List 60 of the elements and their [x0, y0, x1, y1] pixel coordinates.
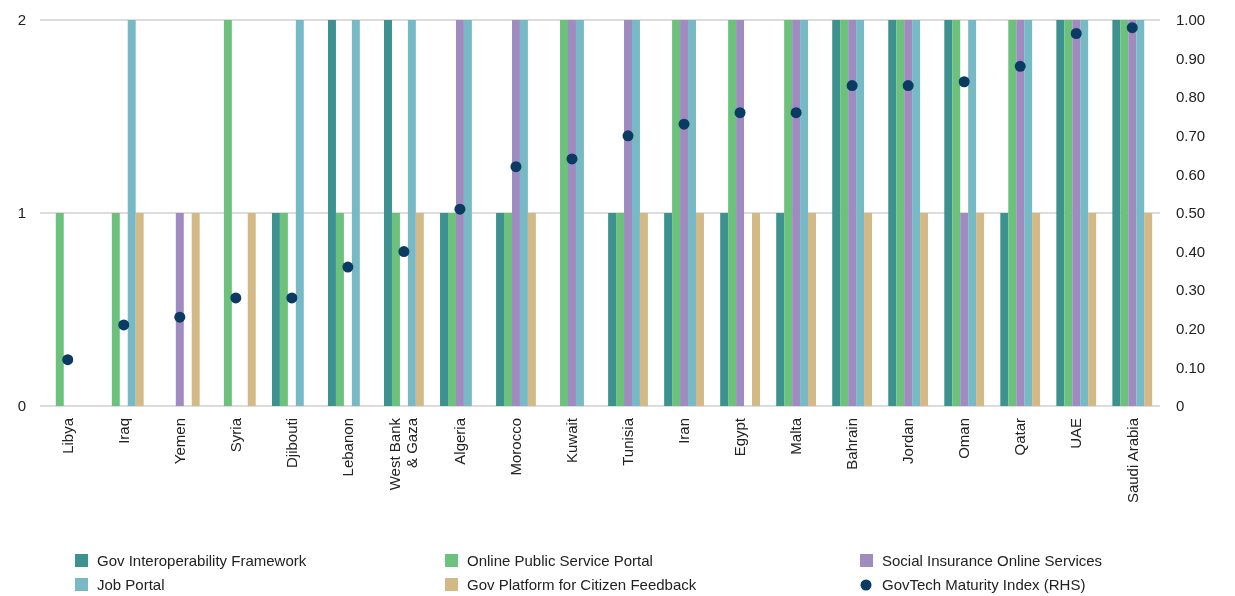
y2-tick-label: 0 — [1176, 397, 1185, 415]
x-tick-label: Jordan — [899, 418, 917, 464]
point — [734, 107, 746, 119]
y2-tick-label: 0.30 — [1176, 281, 1206, 299]
point — [566, 153, 578, 165]
point — [790, 107, 802, 119]
point — [1126, 22, 1138, 34]
y-tick-label: 1 — [17, 204, 27, 222]
x-tick-label: Kuwait — [563, 417, 581, 464]
point — [62, 354, 74, 366]
point — [342, 261, 354, 273]
y2-tick-label: 0.60 — [1176, 165, 1206, 183]
legend-label: Job Portal — [97, 576, 165, 594]
x-tick-label: Yemen — [171, 418, 189, 465]
point — [1014, 60, 1026, 72]
y2-tick-label: 0.50 — [1176, 204, 1206, 222]
x-tick-label: UAE — [1067, 418, 1085, 449]
x-tick-label: Libya — [58, 417, 76, 454]
point — [1070, 28, 1082, 40]
legend-label: Online Public Service Portal — [467, 552, 653, 570]
point — [510, 161, 522, 173]
x-tick-label: Djibouti — [283, 418, 301, 469]
x-tick-label: Iraq — [115, 418, 133, 444]
x-tick-label: Egypt — [731, 417, 749, 457]
x-tick-label: Morocco — [507, 418, 525, 476]
point — [846, 80, 858, 92]
x-tick-label: Malta — [787, 417, 805, 455]
point — [454, 203, 466, 215]
x-tick-label: Bahrain — [843, 418, 861, 470]
x-tick-label: Oman — [955, 418, 973, 459]
point — [174, 311, 186, 323]
y2-tick-label: 1.00 — [1176, 11, 1206, 29]
point — [286, 292, 298, 304]
y2-tick-label: 0.70 — [1176, 127, 1206, 145]
x-tick-label: Tunisia — [619, 417, 637, 466]
x-tick-label: Saudi Arabia — [1123, 417, 1141, 504]
y2-tick-label: 0.80 — [1176, 88, 1206, 106]
point — [622, 130, 634, 142]
point — [902, 80, 914, 92]
x-tick-label: Algeria — [451, 417, 469, 465]
legend-label: GovTech Maturity Index (RHS) — [882, 576, 1086, 594]
legend-label: Gov Platform for Citizen Feedback — [467, 576, 697, 594]
point — [398, 246, 410, 258]
x-tick-label: Syria — [227, 417, 245, 453]
y2-tick-label: 0.90 — [1176, 49, 1206, 67]
point — [958, 76, 970, 88]
y-tick-label: 2 — [17, 11, 27, 29]
y2-tick-label: 0.20 — [1176, 320, 1206, 338]
x-tick-label: West Bank & Gaza — [386, 417, 420, 491]
legend-label: Social Insurance Online Services — [882, 552, 1103, 570]
x-tick-label: Qatar — [1011, 418, 1029, 456]
x-tick-label: Iran — [675, 418, 693, 444]
y2-tick-label: 0.10 — [1176, 358, 1206, 376]
point — [678, 118, 690, 130]
point — [230, 292, 242, 304]
x-tick-label: Lebanon — [339, 418, 357, 477]
y-tick-label: 0 — [17, 397, 27, 415]
legend-label: Gov Interoperability Framework — [97, 552, 307, 570]
point — [118, 319, 130, 331]
y2-tick-label: 0.40 — [1176, 242, 1206, 260]
